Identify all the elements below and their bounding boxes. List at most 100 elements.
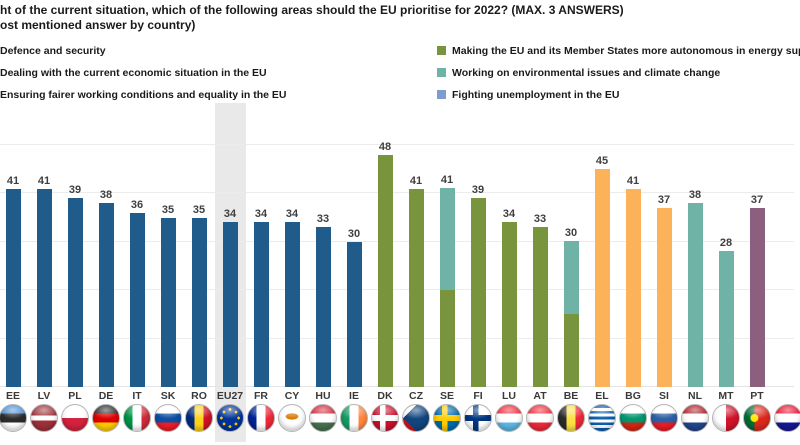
bar-column-FI: 39 <box>463 107 494 387</box>
bar-column-LU: 34 <box>494 107 525 387</box>
bar-column-FR: 34 <box>246 107 277 387</box>
country-code-label: PL <box>68 390 82 402</box>
bar-segment-economy <box>656 208 672 387</box>
bar-value-label: 48 <box>378 141 392 153</box>
environment-swatch-icon <box>437 68 446 77</box>
bar-value-label: 33 <box>316 213 330 225</box>
bar-column-PT: 37 <box>742 107 773 387</box>
flag-cell <box>277 404 308 432</box>
country-code-label: RO <box>191 390 207 402</box>
bar-IT <box>129 213 145 387</box>
bar-column-BE: 30 <box>556 107 587 387</box>
country-flags-row <box>0 404 800 432</box>
bar-segment-defence <box>5 189 21 387</box>
country-code-label: DK <box>377 390 393 402</box>
flag-cell <box>153 404 184 432</box>
flag-icon-at <box>526 404 554 432</box>
country-code-label: SI <box>659 390 669 402</box>
gridline <box>0 241 794 242</box>
bar-chart: 41 41 39 38 36 35 35 34 34 34 33 30 48 41 41 39 34 33 30 45… <box>0 103 800 442</box>
bar-value-label: 30 <box>564 227 578 239</box>
bar-segment-energy <box>439 290 455 387</box>
bar-segment-defence <box>160 218 176 387</box>
flag-icon-partial <box>774 404 800 432</box>
flag-icon-lv <box>30 404 58 432</box>
bar-column-partial <box>773 107 800 387</box>
bar-segment-defence <box>98 203 114 387</box>
bar-segment-energy <box>470 198 486 387</box>
bar-segment-energy <box>532 227 548 387</box>
bar-value-label: 35 <box>161 204 175 216</box>
legend-item-environment: Working on environmental issues and clim… <box>437 66 800 79</box>
bar-segment-energy <box>408 189 424 387</box>
gridline <box>0 338 794 339</box>
country-code-label: CZ <box>409 390 423 402</box>
bar-column-SI: 37 <box>649 107 680 387</box>
flag-cell <box>773 404 800 432</box>
chart-title-line1: ht of the current situation, which of th… <box>0 3 624 17</box>
flag-cell <box>401 404 432 432</box>
bar-column-RO: 35 <box>184 107 215 387</box>
country-code-label: FI <box>473 390 483 402</box>
country-code-label: IT <box>132 390 142 402</box>
country-code-label: CY <box>284 390 300 402</box>
bar-column-PL: 39 <box>60 107 91 387</box>
gridline <box>0 192 794 193</box>
flag-cell <box>246 404 277 432</box>
bar-DK <box>377 155 393 387</box>
bar-column-DK: 48 <box>370 107 401 387</box>
flag-icon-sk <box>154 404 182 432</box>
bar-value-label: 30 <box>347 228 361 240</box>
flag-icon-ie <box>340 404 368 432</box>
flag-cell <box>742 404 773 432</box>
country-code-label: NL <box>688 390 702 402</box>
legend-label: Making the EU and its Member States more… <box>452 44 800 57</box>
bar-column-DE: 38 <box>91 107 122 387</box>
flag-icon-ee <box>0 404 27 432</box>
bar-segment-defence <box>129 213 145 387</box>
country-code-label: BE <box>563 390 579 402</box>
country-code-label: HU <box>315 390 331 402</box>
legend-label: Fighting unemployment in the EU <box>452 88 620 101</box>
country-code-label <box>773 390 800 403</box>
bar-BE <box>563 241 579 387</box>
bar-segment-energy <box>563 314 579 387</box>
flag-cell <box>649 404 680 432</box>
plot-area: 41 41 39 38 36 35 35 34 34 34 33 30 48 41 41 39 34 33 30 45… <box>0 107 800 387</box>
flag-icon-mt <box>712 404 740 432</box>
bar-DE <box>98 203 114 387</box>
flag-cell <box>432 404 463 432</box>
bar-segment-defence <box>253 222 269 387</box>
flag-icon-el <box>588 404 616 432</box>
bar-segment-energy <box>501 222 517 387</box>
bar-value-label: 39 <box>68 184 82 196</box>
flag-cell <box>587 404 618 432</box>
flag-cell <box>184 404 215 432</box>
country-code-label: BG <box>625 390 641 402</box>
bar-column-EE: 41 <box>0 107 29 387</box>
gridline <box>0 289 794 290</box>
country-code-label: LU <box>502 390 516 402</box>
bar-segment-energy <box>377 155 393 387</box>
bar-column-CY: 34 <box>277 107 308 387</box>
bar-segment-environment <box>687 203 703 387</box>
flag-icon-it <box>123 404 151 432</box>
flag-cell <box>215 404 246 432</box>
bar-EL <box>594 169 610 387</box>
flag-cell <box>463 404 494 432</box>
bar-value-label: 33 <box>533 213 547 225</box>
gridline <box>0 144 794 145</box>
flag-cell <box>556 404 587 432</box>
bar-value-label: 37 <box>750 194 764 206</box>
legend-label: Ensuring fairer working conditions and e… <box>0 88 287 101</box>
bar-MT <box>718 251 734 387</box>
bar-EU27 <box>222 222 238 387</box>
legend-column-left: Defence and security Dealing with the cur… <box>0 44 437 101</box>
bar-value-label: 38 <box>688 189 702 201</box>
flag-cell <box>680 404 711 432</box>
bar-SE <box>439 188 455 387</box>
bar-segment-defence <box>315 227 331 387</box>
bar-column-EL: 45 <box>587 107 618 387</box>
country-code-label: DE <box>98 390 114 402</box>
bar-segment-environment <box>439 188 455 290</box>
